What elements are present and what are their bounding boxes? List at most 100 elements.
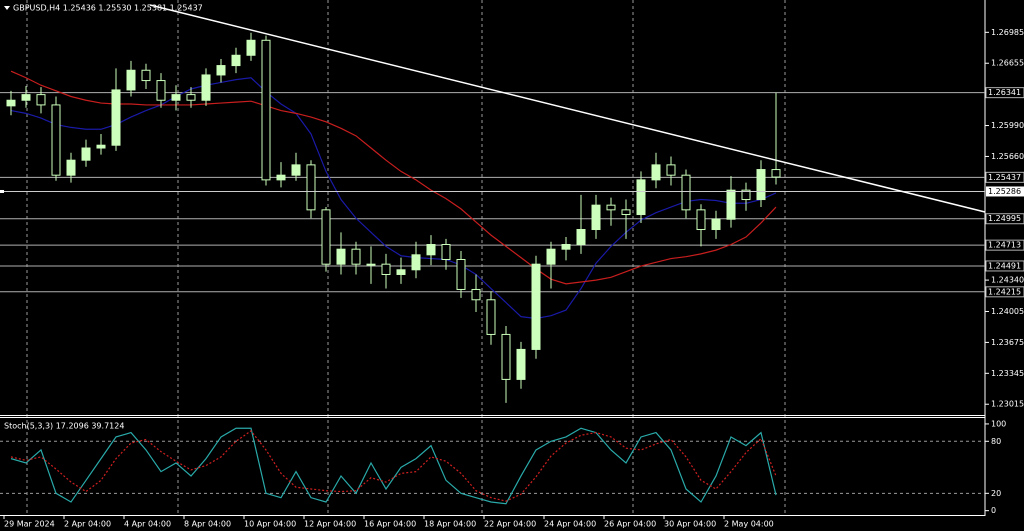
candle-body <box>216 65 226 76</box>
candle-body <box>156 80 166 101</box>
candle-body <box>321 209 331 265</box>
candle-body <box>336 248 346 265</box>
x-tick-label: 22 Apr 04:00 <box>484 520 536 529</box>
level-label: 1.24215 <box>988 287 1021 296</box>
x-tick-label: 2 Apr 04:00 <box>64 520 111 529</box>
candle-body <box>231 54 241 67</box>
candle-body <box>66 159 76 176</box>
candle-body <box>396 269 406 275</box>
x-tick-label: 18 Apr 04:00 <box>424 520 476 529</box>
candle-body <box>426 244 436 256</box>
candle-body <box>51 104 61 176</box>
candle-body <box>636 179 646 216</box>
candle-body <box>516 348 526 380</box>
candle-body <box>126 69 136 91</box>
level-label-box <box>985 286 1024 298</box>
candle-body <box>486 299 496 335</box>
candle-body <box>771 169 781 178</box>
x-tick-label: 10 Apr 04:00 <box>244 520 296 529</box>
candle-body <box>291 164 301 176</box>
candle-body <box>696 209 706 231</box>
x-tick-label: 2 May 04:00 <box>724 520 774 529</box>
candle-body <box>351 248 361 265</box>
candle-body <box>36 94 46 106</box>
y-tick-label: 1.24340 <box>991 276 1024 285</box>
candle-body <box>246 39 256 56</box>
y-tick-label: 1.23675 <box>991 338 1024 347</box>
candle-body <box>546 248 556 265</box>
x-tick-label: 26 Apr 04:00 <box>604 520 656 529</box>
candle-body <box>471 288 481 301</box>
candle-body <box>81 147 91 161</box>
level-label-box <box>985 171 1024 183</box>
plot: 1.26985 1.26655 1.25990 1.25660 1.24340 1.240… <box>0 28 1024 529</box>
x-tick-label: 29 Mar 2024 <box>4 520 55 529</box>
y-tick-label: 80 <box>991 437 1001 446</box>
candle-body <box>261 39 271 181</box>
candle-body <box>576 229 586 246</box>
candle-body <box>621 209 631 216</box>
bid-marker <box>0 189 4 193</box>
candle-body <box>276 174 286 181</box>
y-tick-label: 1.24005 <box>991 307 1024 316</box>
candle-body <box>456 258 466 290</box>
candle-body <box>171 94 181 101</box>
candle-body <box>561 244 571 250</box>
trend-line <box>149 4 986 213</box>
candle-body <box>441 244 451 260</box>
candle-body <box>711 218 721 231</box>
candle-body <box>6 99 16 107</box>
candle-body <box>96 144 106 149</box>
level-label: 1.26341 <box>988 88 1021 97</box>
level-label-box <box>985 87 1024 99</box>
level-label: 1.24713 <box>988 241 1021 250</box>
y-tick-label: 1.26985 <box>991 28 1024 37</box>
candle-body <box>411 254 421 271</box>
candle-body <box>726 189 736 220</box>
level-label-box <box>985 260 1024 272</box>
x-tick-label: 16 Apr 04:00 <box>364 520 416 529</box>
bid-label: 1.25286 <box>988 187 1021 196</box>
x-tick-label: 8 Apr 04:00 <box>184 520 231 529</box>
x-tick-label: 30 Apr 04:00 <box>664 520 716 529</box>
y-tick-label: 0 <box>991 506 996 515</box>
y-tick-label: 20 <box>991 489 1001 498</box>
y-tick-label: 1.25990 <box>991 121 1024 130</box>
candle-body <box>666 164 676 176</box>
y-tick-label: 100 <box>991 419 1006 428</box>
stoch-title: Stoch(5,3,3) 17.2096 39.7124 <box>4 422 124 431</box>
candle-body <box>651 164 661 181</box>
y-tick-label: 1.23345 <box>991 369 1024 378</box>
x-tick-label: 4 Apr 04:00 <box>124 520 171 529</box>
chart-title: GBPUSD,H4 1.25436 1.25530 1.25381 1.2543… <box>13 4 203 13</box>
candle-body <box>741 189 751 201</box>
x-tick-label: 12 Apr 04:00 <box>304 520 356 529</box>
level-label-box <box>985 213 1024 225</box>
candle-body <box>756 169 766 201</box>
candle-body <box>606 204 616 211</box>
level-label: 1.24491 <box>988 261 1021 270</box>
y-tick-label: 1.23015 <box>991 400 1024 409</box>
candle-body <box>501 333 511 380</box>
candle-body <box>201 74 211 101</box>
y-tick-label: 1.25660 <box>991 152 1024 161</box>
level-label-box <box>985 239 1024 251</box>
candle-body <box>681 174 691 211</box>
bid-label-box <box>986 186 1024 197</box>
vertical-grid <box>26 0 786 515</box>
y-tick-label: 1.26655 <box>991 59 1024 68</box>
candle-body <box>366 263 376 266</box>
candle-body <box>306 164 316 211</box>
candle-body <box>21 94 31 101</box>
menu-arrow[interactable] <box>4 6 10 10</box>
indicator-line <box>10 70 777 285</box>
candle-body <box>531 263 541 350</box>
candle-body <box>141 69 151 82</box>
candle-body <box>186 94 196 101</box>
candle-body <box>381 263 391 275</box>
x-tick-label: 24 Apr 04:00 <box>544 520 596 529</box>
level-label: 1.24995 <box>988 214 1021 223</box>
level-label: 1.25437 <box>988 173 1021 182</box>
candle-body <box>591 204 601 231</box>
